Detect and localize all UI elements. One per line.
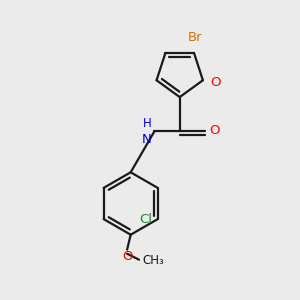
Text: N: N: [142, 133, 152, 146]
Text: O: O: [122, 250, 132, 263]
Text: H: H: [143, 117, 152, 130]
Text: O: O: [210, 76, 221, 89]
Text: Br: Br: [187, 31, 202, 44]
Text: CH₃: CH₃: [142, 254, 164, 267]
Text: Cl: Cl: [140, 213, 152, 226]
Text: O: O: [209, 124, 219, 137]
